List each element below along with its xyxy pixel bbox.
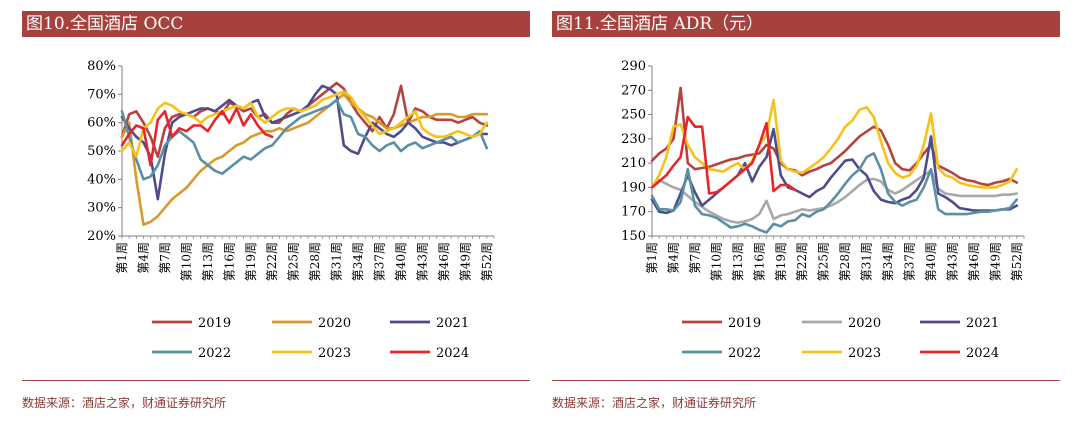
y-tick-label: 20%	[87, 229, 116, 244]
legend-label-2021: 2021	[966, 316, 999, 331]
x-tick-label: 第49周	[458, 242, 472, 281]
x-tick-label: 第28周	[308, 242, 322, 281]
x-tick-label: 第49周	[988, 242, 1002, 281]
y-tick-label: 250	[621, 108, 646, 123]
occ-chart: 20%30%40%50%60%70%80%第1周 第4周 第7周 第10周 第13周 第1…	[22, 40, 530, 380]
x-tick-label: 第7周	[688, 242, 702, 274]
legend-label-2020: 2020	[848, 316, 881, 331]
x-tick-label: 第19周	[774, 242, 788, 281]
adr-source-note: 数据来源：酒店之家，财通证券研究所	[552, 394, 756, 411]
legend-label-2019: 2019	[728, 316, 761, 331]
x-tick-label: 第10周	[709, 242, 723, 281]
adr-panel: 图11.全国酒店 ADR（元） 150 170 190 210 230 250 270 290…	[552, 0, 1060, 428]
y-tick-label: 210	[621, 156, 646, 171]
x-tick-label: 第52周	[1010, 242, 1024, 281]
x-tick-label: 第31周	[330, 242, 344, 281]
y-tick-label: 30%	[87, 201, 116, 216]
occ-chart-title: 图10.全国酒店 OCC	[26, 14, 183, 34]
x-tick-label: 第46周	[437, 242, 451, 281]
y-tick-label: 70%	[87, 87, 116, 102]
x-tick-label: 第28周	[838, 242, 852, 281]
x-tick-label: 第25周	[287, 242, 301, 281]
occ-divider	[22, 380, 530, 381]
y-tick-label: 190	[621, 180, 646, 195]
x-tick-label: 第19周	[244, 242, 258, 281]
y-tick-label: 150	[621, 229, 646, 244]
occ-source-note: 数据来源：酒店之家，财通证券研究所	[22, 394, 226, 411]
x-tick-label: 第22周	[265, 242, 279, 281]
series-line-2021	[122, 86, 487, 199]
x-tick-label: 第40周	[924, 242, 938, 281]
y-tick-label: 80%	[87, 59, 116, 74]
x-tick-label: 第37周	[373, 242, 387, 281]
y-tick-label: 290	[621, 59, 646, 74]
adr-title-bar: 图11.全国酒店 ADR（元）	[552, 11, 1060, 37]
legend-label-2022: 2022	[198, 346, 231, 361]
x-tick-label: 第43周	[415, 242, 429, 281]
x-tick-label: 第16周	[752, 242, 766, 281]
x-tick-label: 第34周	[881, 242, 895, 281]
adr-chart-title: 图11.全国酒店 ADR（元）	[556, 14, 763, 34]
x-tick-label: 第34周	[351, 242, 365, 281]
legend-label-2023: 2023	[318, 346, 351, 361]
x-tick-label: 第7周	[158, 242, 172, 274]
legend-label-2024: 2024	[436, 346, 469, 361]
x-tick-label: 第4周	[136, 242, 150, 274]
y-tick-label: 50%	[87, 144, 116, 159]
legend-label-2020: 2020	[318, 316, 351, 331]
occ-panel: 图10.全国酒店 OCC 20% 30% 40% 50% 60% 70% 80% 第1周 第4周…	[22, 0, 530, 428]
x-tick-label: 第40周	[394, 242, 408, 281]
y-tick-label: 60%	[87, 116, 116, 131]
x-tick-label: 第13周	[201, 242, 215, 281]
x-tick-label: 第16周	[222, 242, 236, 281]
legend-label-2021: 2021	[436, 316, 469, 331]
legend-label-2019: 2019	[198, 316, 231, 331]
x-tick-label: 第37周	[903, 242, 917, 281]
y-tick-label: 230	[621, 132, 646, 147]
legend-label-2022: 2022	[728, 346, 761, 361]
x-tick-label: 第43周	[945, 242, 959, 281]
legend-label-2024: 2024	[966, 346, 999, 361]
x-tick-label: 第22周	[795, 242, 809, 281]
x-tick-label: 第46周	[967, 242, 981, 281]
x-tick-label: 第1周	[115, 242, 129, 274]
legend-label-2023: 2023	[848, 346, 881, 361]
y-tick-label: 270	[621, 83, 646, 98]
x-tick-label: 第4周	[666, 242, 680, 274]
x-tick-label: 第25周	[817, 242, 831, 281]
x-tick-label: 第13周	[731, 242, 745, 281]
x-tick-label: 第10周	[179, 242, 193, 281]
x-tick-label: 第31周	[860, 242, 874, 281]
x-tick-label: 第52周	[480, 242, 494, 281]
y-tick-label: 170	[621, 205, 646, 220]
occ-title-bar: 图10.全国酒店 OCC	[22, 11, 530, 37]
x-tick-label: 第1周	[645, 242, 659, 274]
y-tick-label: 40%	[87, 172, 116, 187]
adr-chart: 150 170 190 210 230 250 270 290 第1周 第4周 第7周 第10周 第13…	[552, 40, 1060, 380]
adr-divider	[552, 380, 1060, 381]
